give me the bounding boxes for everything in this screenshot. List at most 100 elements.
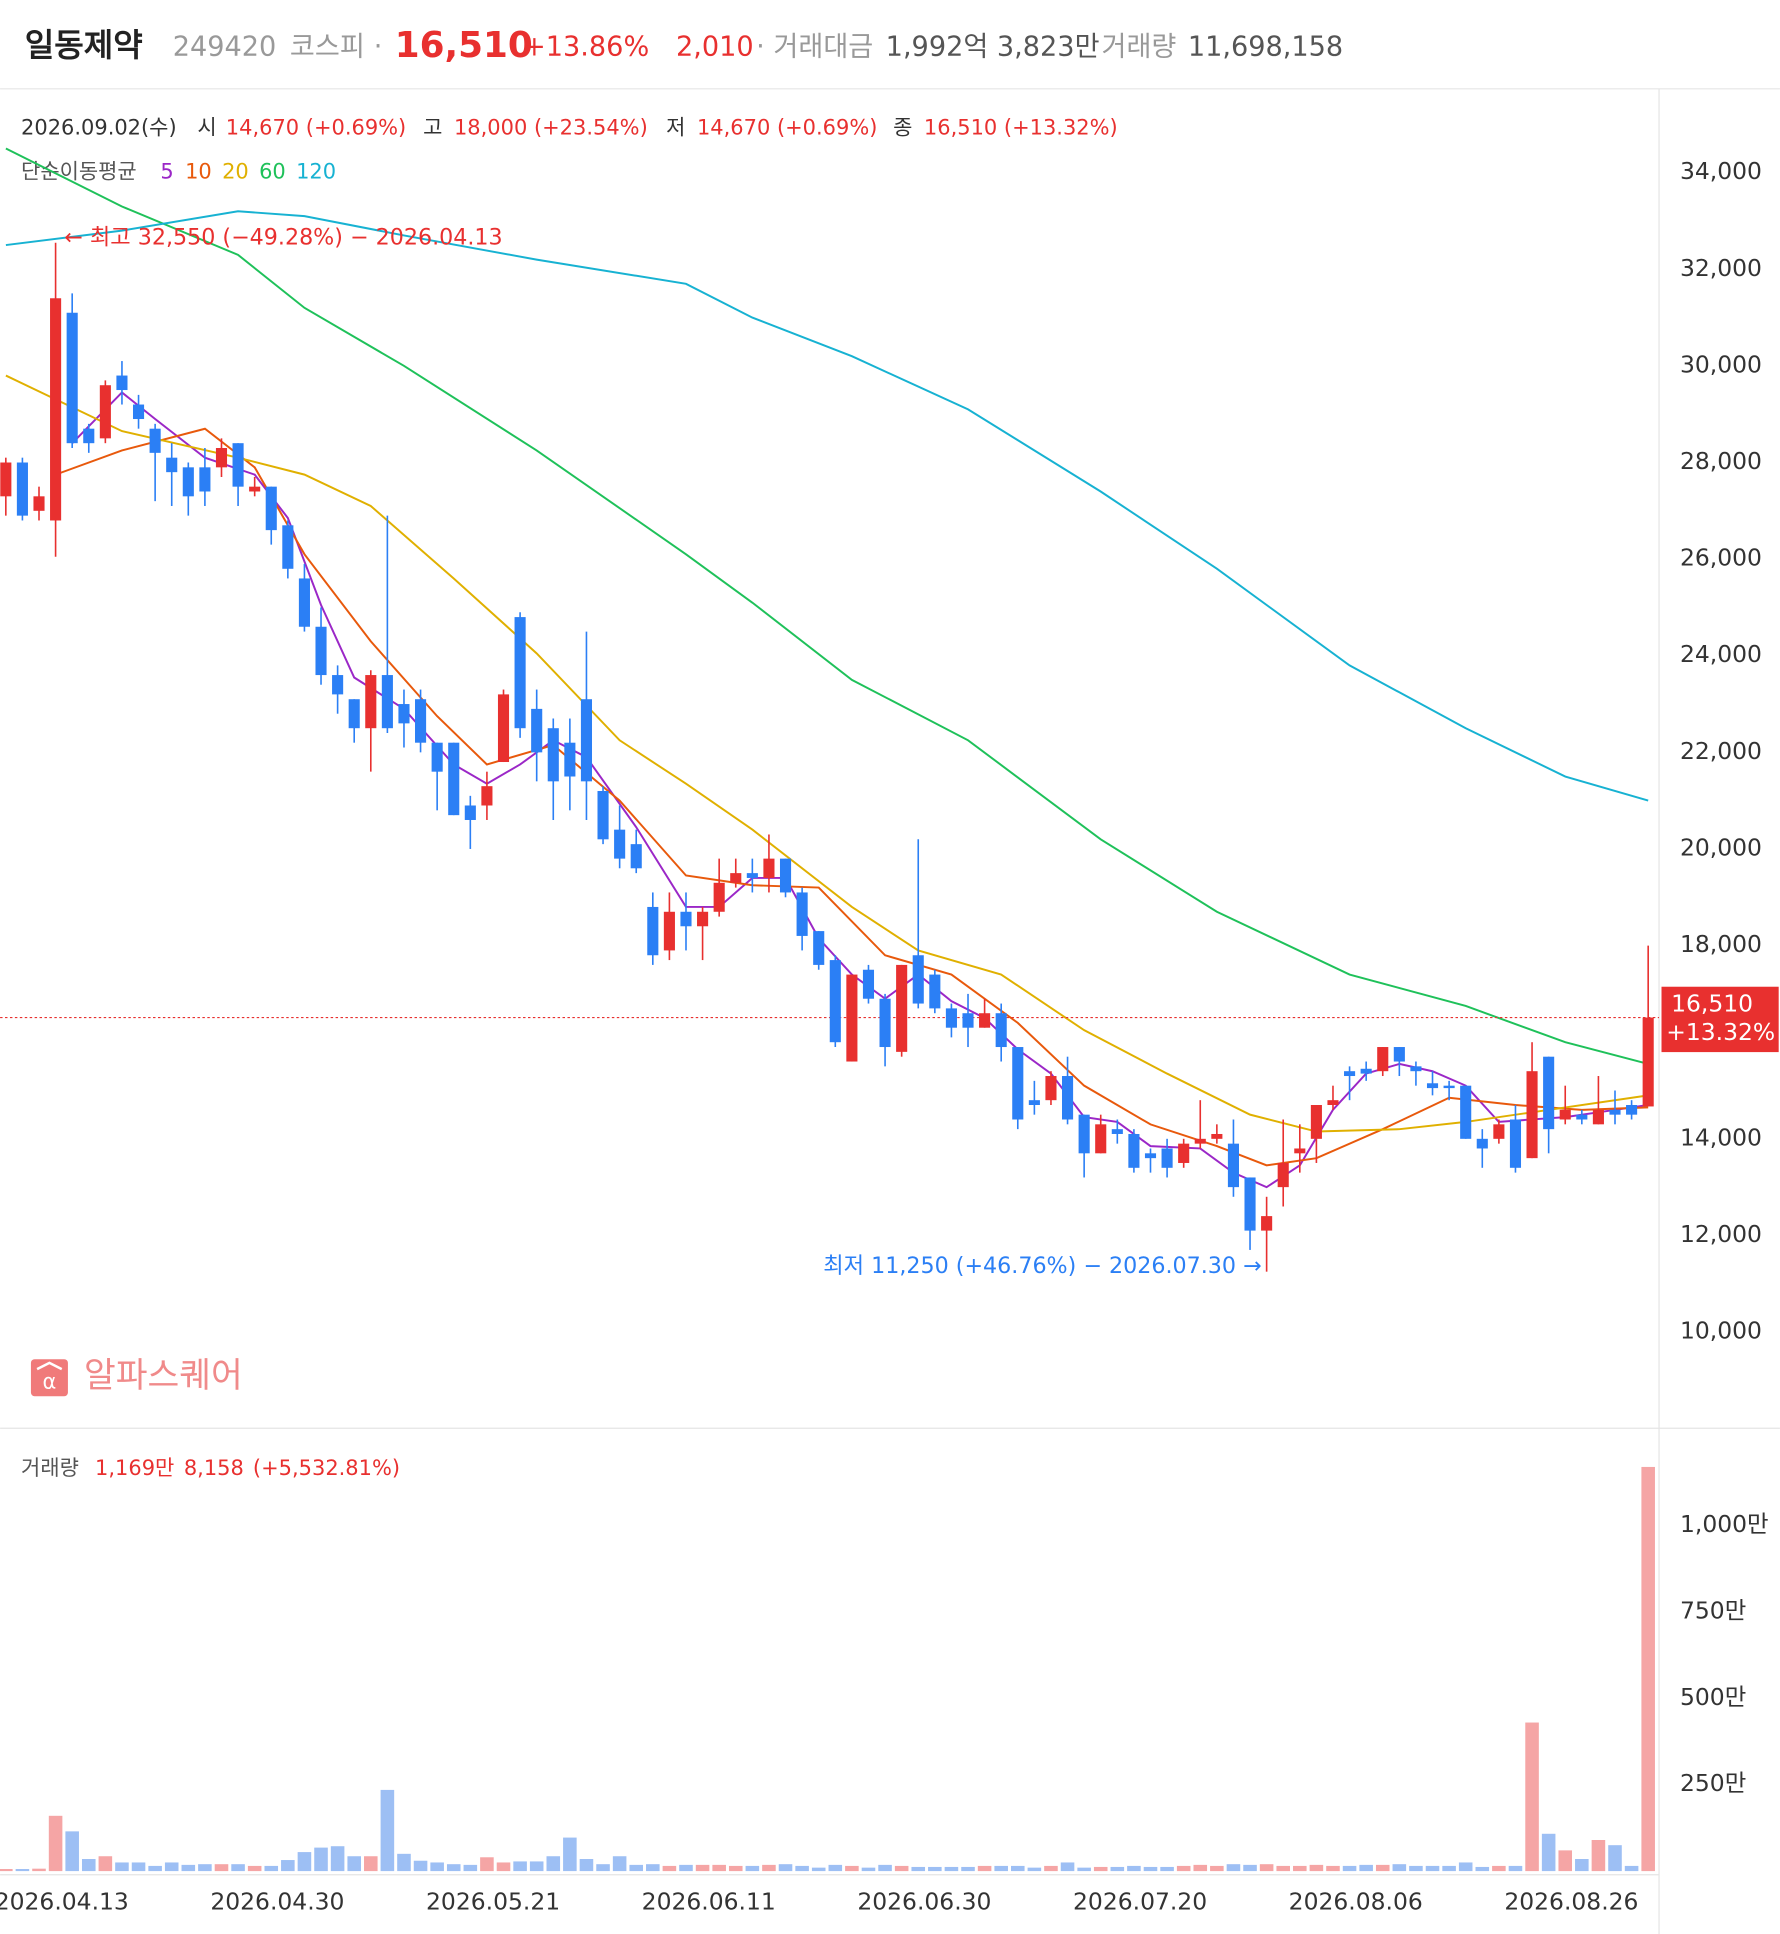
volume-bar [662,1865,677,1872]
volume-bar [1193,1864,1208,1872]
candle-body [50,298,62,521]
candle-body [1310,1105,1322,1139]
candle-body [1460,1085,1472,1139]
candle-body [862,969,875,999]
volume-bar [1591,1840,1606,1872]
candle-body [630,844,642,869]
candle-body [912,955,924,1004]
candle-body [597,791,609,840]
candle-body [448,742,460,816]
candle-body [99,385,111,439]
volume-bar [281,1860,295,1872]
candle-body [149,428,161,453]
watermark-icon-roof [36,1361,63,1371]
volume-bar [198,1864,212,1872]
legend-entry: 20 [222,160,249,184]
candle-body [16,462,28,516]
candle-body [531,708,543,753]
volume-bar [977,1865,992,1872]
volume-bar [463,1864,478,1872]
last-price-tag [1661,986,1779,1053]
candle-body [1642,1017,1654,1107]
volume-bar [1293,1865,1307,1872]
plot: 10,00012,00014,00016,00018,00020,00022,0… [0,147,1779,1916]
volume-bar [1508,1865,1523,1872]
volume-previous: 8,158 [184,1456,244,1480]
volume-current: 1,169만 [95,1456,174,1480]
legend-entry: 10 [185,160,212,184]
volume-bar [1259,1864,1274,1872]
candle-body [1128,1133,1140,1168]
volume-bar [612,1856,627,1872]
candle-body [1526,1071,1538,1159]
close-value: 16,510 (+13.32%) [924,115,1118,139]
candle-body [1576,1114,1588,1120]
volume-bar [413,1860,428,1872]
candle-body [199,467,211,492]
volume-bar [1226,1864,1241,1872]
volume-bar [1143,1866,1158,1872]
x-tick-label: 2026.04.30 [210,1888,344,1916]
volume-bar [115,1862,129,1872]
volume-bar [679,1864,693,1872]
volume-bar [1525,1722,1539,1872]
candle-body [415,699,427,743]
candle-body [1509,1119,1522,1168]
candle-body [1294,1148,1306,1154]
annotation-high: ← 최고 32,550 (−49.28%) − 2026.04.13 [64,224,502,250]
candle-body [1111,1129,1123,1134]
candle-body [365,675,377,729]
volume-bar [1093,1866,1108,1872]
y-tick-label: 10,000 [1680,1317,1762,1345]
candle-body [1144,1153,1157,1159]
candle-body [779,858,792,893]
volume-bar [98,1856,113,1872]
candle-body [647,906,659,956]
candle-body [1626,1105,1638,1115]
volume-bar [15,1869,30,1872]
candle-body [663,911,675,951]
candle-body [116,375,128,391]
candle-body [1095,1124,1107,1154]
candle-body [182,467,194,497]
candle-body [945,1008,957,1028]
candle-body [282,525,294,569]
volume-bar [1077,1867,1091,1872]
legend-entry: 5 [160,160,173,184]
candle-body [796,892,808,936]
high-value: 18,000 (+23.54%) [454,115,648,139]
volume-bar [563,1837,577,1872]
candle-body [1493,1124,1505,1139]
candle-body [315,626,327,676]
volume-bar [1409,1865,1423,1872]
volume-change: (+5,532.81%) [253,1456,400,1480]
candle-body [298,578,310,627]
volume-bar [928,1866,942,1872]
volume-bar [1342,1865,1357,1872]
y-tick-label: 18,000 [1680,930,1762,958]
volume-bar [48,1815,63,1872]
x-tick-label: 2026.06.11 [642,1888,776,1916]
y-tick-label: 250만 [1680,1769,1746,1797]
volume-bar [1110,1866,1125,1872]
volume-label: 거래량 [1102,32,1177,63]
y-tick-label: 32,000 [1680,254,1762,282]
volume-bar [247,1865,262,1872]
volume-bar [1541,1833,1556,1872]
volume-bar [778,1864,793,1872]
volume-bar [728,1865,743,1872]
volume-bar [0,1869,13,1872]
volume-bar [1475,1866,1490,1872]
volume-bar [1359,1864,1373,1872]
candle-body [713,882,725,912]
volume-bar [181,1864,196,1872]
volume-bar [1425,1865,1440,1872]
y-tick-label: 30,000 [1680,350,1762,378]
volume-bar [214,1864,229,1872]
volume-bar [364,1856,378,1872]
volume-bar [961,1866,975,1872]
candle-body [1327,1100,1339,1106]
volume-bar [596,1864,610,1872]
volume-bar [745,1865,760,1872]
close-label: 종 [893,115,912,139]
